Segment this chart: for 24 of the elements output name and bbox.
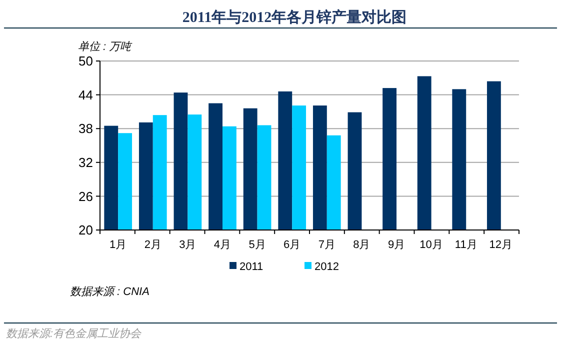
- y-tick-label: 38: [78, 121, 93, 136]
- x-tick-label: 8月: [353, 239, 370, 251]
- y-tick-label: 20: [78, 222, 93, 238]
- x-tick-label: 12月: [489, 239, 513, 251]
- y-tick-label: 44: [78, 87, 93, 102]
- x-tick-label: 7月: [318, 239, 336, 251]
- source-note: 数据来源 : CNIA: [70, 285, 150, 298]
- legend-label: 2012: [314, 260, 339, 273]
- x-tick-label: 4月: [214, 239, 232, 251]
- x-tick-label: 1月: [110, 239, 127, 251]
- y-tick-label: 32: [78, 154, 93, 170]
- x-tick-label: 6月: [284, 239, 301, 251]
- legend-label: 2011: [240, 260, 264, 273]
- x-tick-label: 11月: [454, 239, 478, 251]
- x-tick-label: 10月: [420, 239, 443, 251]
- x-tick-label: 9月: [388, 239, 406, 251]
- x-tick-label: 5月: [248, 239, 266, 251]
- source-note: 数据来源:有色金属工业协会: [6, 327, 142, 340]
- x-tick-label: 2月: [144, 239, 162, 251]
- y-tick-label: 50: [78, 54, 93, 69]
- x-tick-label: 3月: [179, 239, 196, 251]
- y-axis-title: 单位 : 万吨: [78, 40, 134, 53]
- chart-title: 2011年与2012年各月锌产量对比图: [182, 9, 407, 26]
- y-tick-label: 26: [78, 188, 93, 204]
